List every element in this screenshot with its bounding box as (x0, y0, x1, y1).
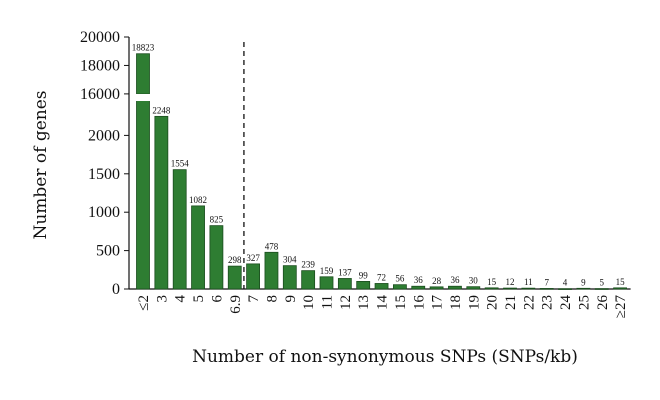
data-label: 239 (301, 260, 315, 270)
bar (448, 285, 462, 290)
y-tick-label: 1500 (88, 166, 120, 183)
data-label: 304 (283, 255, 297, 265)
x-tick-label: 4 (173, 295, 189, 303)
bar-upper-segment (136, 53, 150, 95)
bar (392, 284, 407, 290)
data-label: 327 (246, 253, 260, 263)
x-tick-label: 24 (558, 295, 574, 311)
y-tick-label: 18000 (80, 57, 120, 74)
bar (246, 263, 261, 290)
y-tick-label: 2000 (88, 127, 120, 144)
data-label: 825 (210, 215, 224, 225)
y-tick-label: 20000 (80, 29, 120, 46)
bar (172, 169, 187, 290)
x-tick-label: 19 (466, 295, 482, 310)
plot-area: 050010001500200016000180002000018823≤222… (80, 29, 631, 318)
y-tick-label: 16000 (80, 86, 120, 103)
data-label: 15 (487, 277, 497, 287)
x-tick-label: 13 (356, 295, 372, 310)
bar (558, 288, 572, 290)
x-tick-label: 15 (393, 295, 409, 310)
bar (503, 287, 517, 290)
data-label: 2248 (152, 105, 171, 115)
x-tick-label: 12 (338, 295, 354, 310)
bar (411, 285, 426, 290)
bar (466, 286, 481, 290)
data-label: 159 (320, 266, 334, 276)
x-tick-label: 9 (283, 295, 299, 303)
x-tick-label: 26 (595, 295, 611, 311)
data-label: 5 (600, 278, 605, 288)
x-tick-label: 18 (448, 295, 464, 310)
bar (337, 278, 352, 290)
bar (613, 287, 627, 290)
x-tick-label: 17 (430, 295, 446, 311)
data-label: 18823 (132, 43, 155, 53)
bar (301, 270, 316, 290)
bar (136, 96, 150, 290)
bar (154, 115, 169, 290)
x-tick-label: 6 (209, 295, 225, 303)
y-tick-label: 0 (112, 281, 120, 298)
data-label: 11 (524, 277, 533, 287)
bar (264, 251, 279, 290)
y-tick-label: 500 (96, 243, 120, 260)
data-label: 28 (432, 276, 442, 286)
data-label: 1554 (171, 159, 190, 169)
bar (539, 288, 554, 290)
data-label: 36 (450, 275, 460, 285)
x-tick-label: 10 (301, 295, 317, 310)
x-tick-label: 16 (411, 295, 427, 311)
x-tick-label: 11 (320, 295, 336, 309)
x-tick-label: ≤2 (136, 295, 152, 311)
y-axis-label: Number of genes (31, 90, 51, 239)
bar (356, 280, 371, 290)
data-label: 12 (506, 277, 515, 287)
bar (484, 287, 499, 290)
data-label: 298 (228, 255, 242, 265)
data-label: 9 (581, 277, 586, 287)
x-tick-label: 23 (540, 295, 556, 310)
data-label: 72 (377, 272, 386, 282)
x-tick-label: 25 (576, 295, 592, 310)
bar (521, 287, 536, 290)
bar (594, 288, 609, 290)
bar (209, 225, 224, 290)
x-tick-label: 20 (485, 295, 501, 310)
x-tick-label: 8 (264, 295, 280, 303)
data-label: 478 (265, 241, 279, 251)
bar (191, 205, 205, 290)
data-label: 36 (414, 275, 424, 285)
x-tick-label: 5 (191, 295, 207, 303)
data-label: 56 (395, 274, 405, 284)
bar (227, 265, 242, 290)
bar (282, 265, 297, 290)
data-label: 15 (616, 277, 626, 287)
bar (319, 276, 334, 290)
bar (429, 286, 444, 290)
data-label: 137 (338, 267, 352, 277)
data-label: 30 (469, 276, 479, 286)
bar (576, 287, 591, 290)
x-tick-label: 21 (503, 295, 519, 310)
x-tick-label: 7 (246, 295, 262, 303)
data-label: 4 (563, 278, 568, 288)
y-tick-label: 1000 (88, 204, 120, 221)
x-tick-label: 14 (375, 295, 391, 311)
data-label: 7 (544, 277, 549, 287)
axis-break-gap (134, 94, 152, 101)
x-tick-label: 22 (521, 295, 537, 310)
bar (374, 283, 389, 290)
x-axis-label: Number of non-synonymous SNPs (SNPs/kb) (192, 347, 578, 367)
x-tick-label: 6.9 (228, 295, 244, 314)
x-tick-label: 3 (154, 295, 170, 303)
x-tick-label: ≥27 (613, 295, 629, 319)
data-label: 1082 (189, 195, 207, 205)
data-label: 99 (359, 270, 369, 280)
